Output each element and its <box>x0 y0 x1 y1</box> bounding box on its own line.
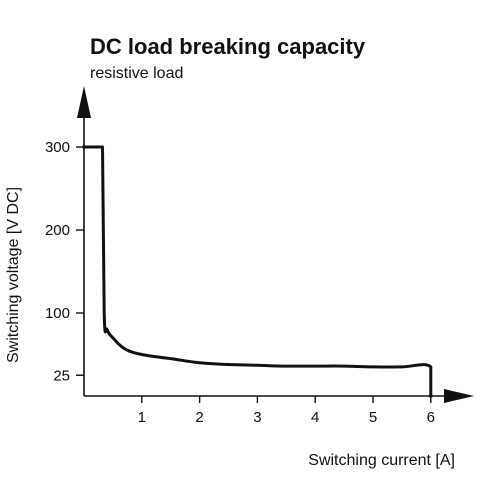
chart-subtitle: resistive load <box>90 65 183 82</box>
x-tick-label: 5 <box>369 409 377 426</box>
y-ticks: 25 100 200 300 <box>45 139 84 384</box>
x-tick-label: 1 <box>138 409 146 426</box>
series-line-0 <box>82 145 433 398</box>
series-layer <box>82 145 433 398</box>
y-axis-label: Switching voltage [V DC] <box>5 187 22 363</box>
y-tick-label: 300 <box>45 139 70 156</box>
y-tick-label: 25 <box>53 367 70 384</box>
x-axis-arrow-icon <box>444 389 474 403</box>
y-tick-label: 100 <box>45 305 70 322</box>
y-axis-arrow-icon <box>77 86 91 118</box>
x-tick-label: 3 <box>253 409 261 426</box>
x-ticks: 1 2 3 4 5 6 <box>138 396 435 426</box>
x-tick-label: 2 <box>195 409 203 426</box>
axes <box>77 86 474 403</box>
x-tick-label: 6 <box>427 409 435 426</box>
y-tick-label: 200 <box>45 222 70 239</box>
x-axis-label: Switching current [A] <box>308 452 455 469</box>
x-tick-label: 4 <box>311 409 319 426</box>
chart-title: DC load breaking capacity <box>90 34 366 59</box>
